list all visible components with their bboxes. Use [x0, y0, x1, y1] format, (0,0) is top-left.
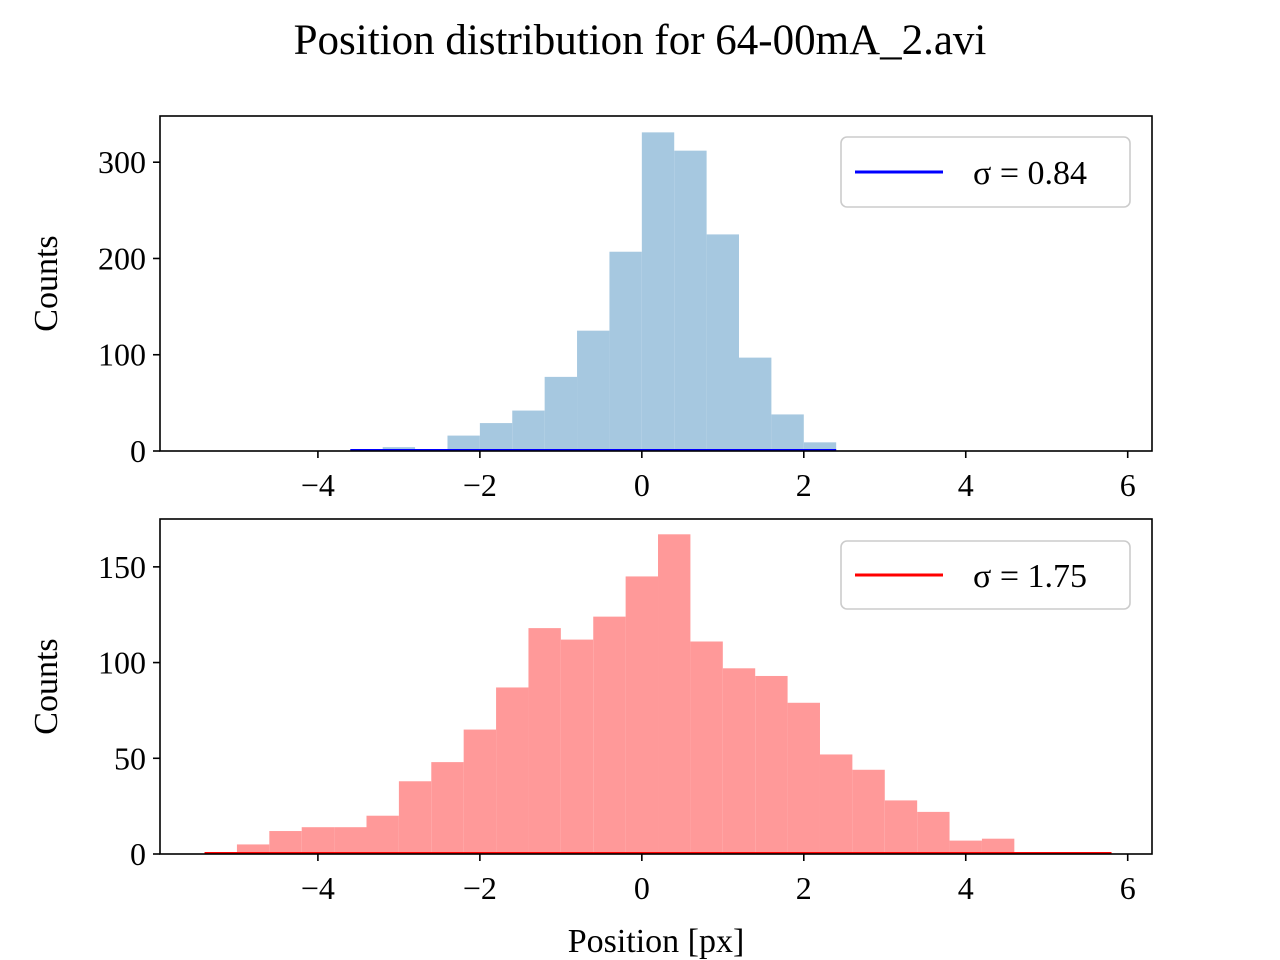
legend: σ = 1.75 [840, 540, 1131, 610]
y-tick-label: 0 [130, 836, 146, 872]
axes-frame [159, 115, 1153, 452]
bottom-histogram-panel: −4 −2 0 2 4 6 0 50 100 150 Counts Position [px] σ = … [28, 518, 1153, 960]
figure-title: Position distribution for 64-00mA_2.avi [294, 17, 987, 64]
legend-box [840, 540, 1131, 610]
histogram-bar [512, 410, 545, 451]
histogram-bar [366, 815, 399, 854]
x-tick-label: −2 [463, 870, 497, 906]
y-tick-label: 150 [98, 549, 146, 585]
x-tick-label: −4 [301, 870, 335, 906]
x-tick-label: 2 [796, 870, 812, 906]
histogram-bar [301, 827, 335, 854]
histogram-bar [431, 762, 464, 854]
histogram-bar [819, 754, 853, 854]
y-tick-label: 300 [98, 144, 146, 180]
histogram-bar [674, 150, 707, 451]
histogram-bar [479, 423, 513, 451]
x-tick-label: 4 [958, 870, 974, 906]
histogram-bar [949, 840, 982, 854]
histogram-bar [447, 435, 480, 451]
y-axis-label: Counts [28, 638, 65, 734]
histogram-bar [884, 800, 918, 854]
y-tick-label: 50 [114, 740, 146, 776]
x-tick-label: 0 [634, 870, 650, 906]
histogram-bar [658, 534, 691, 854]
y-axis-label: Counts [28, 235, 65, 331]
histogram-bar [690, 641, 723, 854]
top-histogram-panel: −4 −2 0 2 4 6 0 100 200 300 Counts σ = 0.84 [28, 115, 1153, 503]
axes-frame [159, 518, 1153, 855]
histogram-bar [981, 838, 1015, 854]
histogram-bar [755, 675, 788, 854]
legend-label: σ = 0.84 [973, 155, 1087, 192]
histogram-bar [917, 811, 950, 854]
histogram-bar [560, 639, 594, 854]
histogram-bar [496, 687, 529, 854]
histogram-bar [641, 132, 675, 452]
histogram-bar [625, 576, 659, 854]
histogram-bar [334, 827, 367, 854]
legend: σ = 0.84 [840, 136, 1131, 208]
x-tick-label: 6 [1120, 870, 1136, 906]
histogram-bar [787, 702, 820, 854]
histogram-bar [398, 781, 432, 854]
histogram-bar [577, 330, 610, 451]
x-tick-label: 2 [796, 467, 812, 503]
histogram-bar [544, 376, 578, 451]
histogram-bar [236, 844, 270, 854]
histogram-bar [722, 668, 756, 854]
y-tick-label: 100 [98, 337, 146, 373]
y-tick-label: 0 [130, 433, 146, 469]
x-tick-label: 0 [634, 467, 650, 503]
x-tick-label: 6 [1120, 467, 1136, 503]
histogram-bar [852, 769, 885, 854]
y-tick-label: 100 [98, 645, 146, 681]
y-tick-label: 200 [98, 240, 146, 276]
x-tick-label: −4 [301, 467, 335, 503]
histogram-bar [593, 616, 626, 854]
legend-label: σ = 1.75 [973, 558, 1087, 595]
histogram-bar [706, 234, 739, 451]
histogram-bar [609, 251, 642, 451]
histogram-bar [528, 628, 561, 854]
histogram-bar [269, 831, 302, 854]
histogram-bar [463, 729, 497, 854]
histogram-bar [771, 414, 804, 451]
x-axis-label: Position [px] [568, 923, 745, 960]
histogram-bar [739, 357, 772, 451]
x-tick-label: −2 [463, 467, 497, 503]
x-tick-label: 4 [958, 467, 974, 503]
legend-box [840, 136, 1131, 208]
histogram-bar [803, 442, 837, 451]
